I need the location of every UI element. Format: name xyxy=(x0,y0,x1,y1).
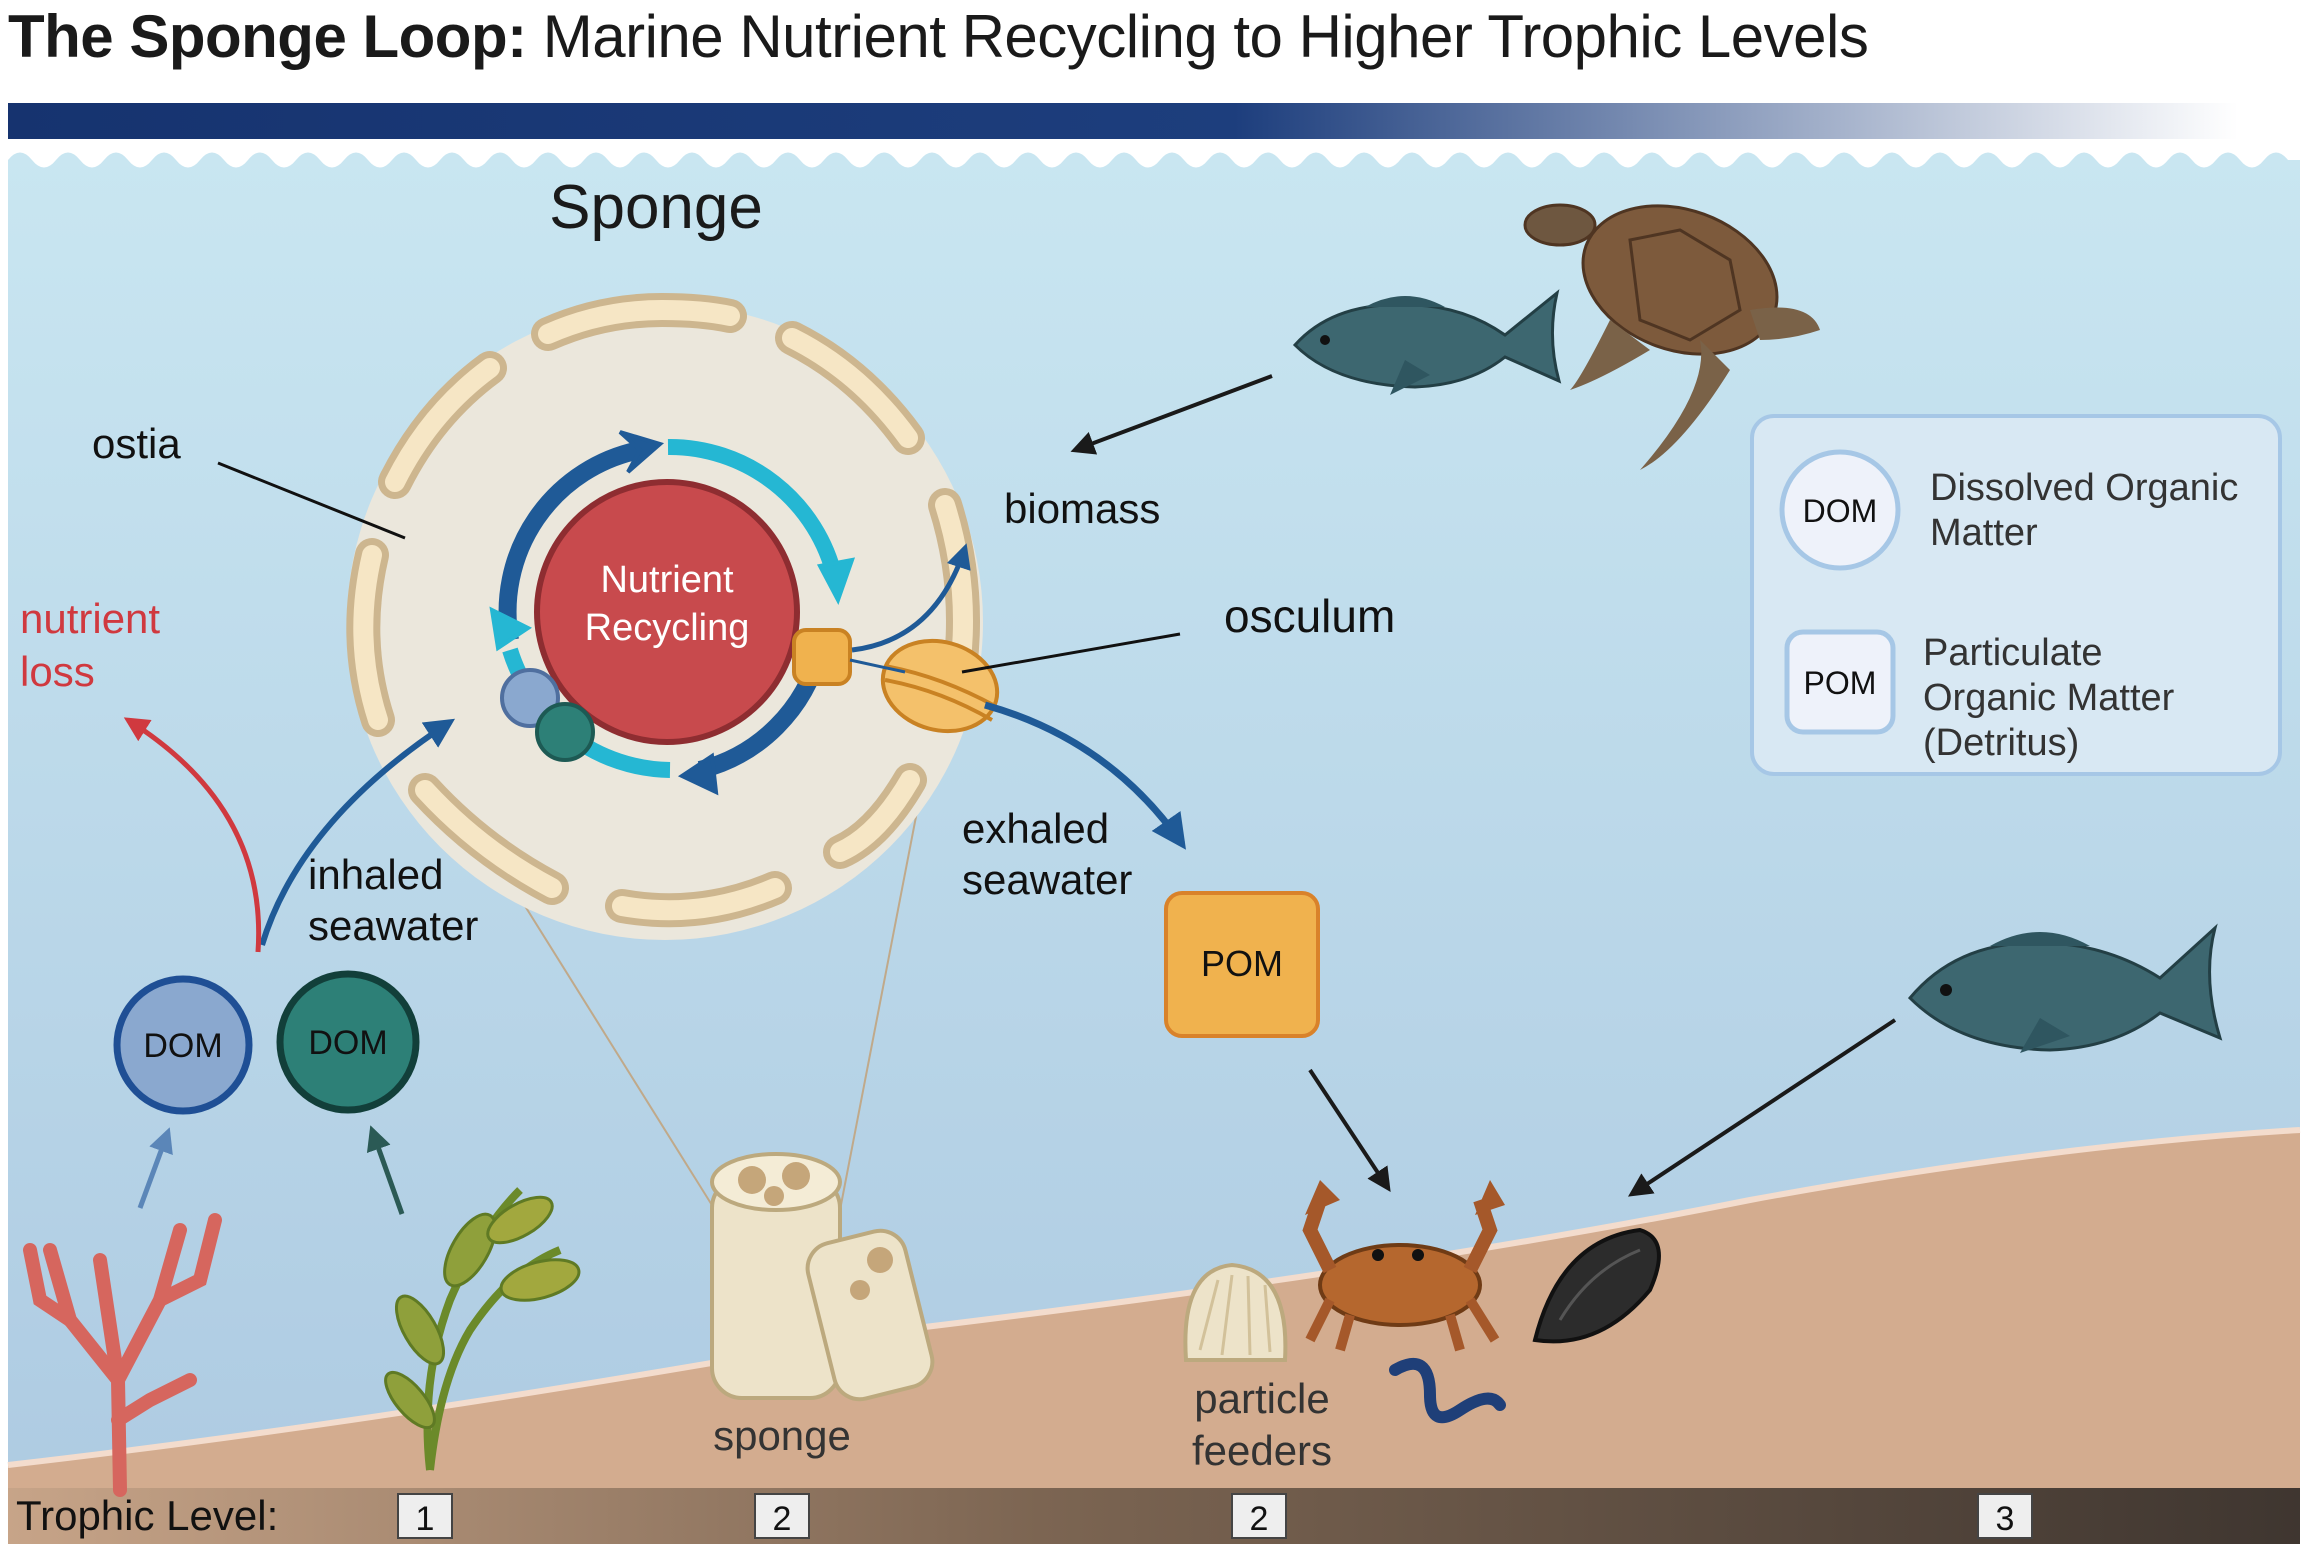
legend-pom-desc-3: (Detritus) xyxy=(1923,722,2079,764)
page-title: The Sponge Loop: Marine Nutrient Recycli… xyxy=(8,2,1869,71)
legend-pom-key: POM xyxy=(1804,665,1877,701)
seafloor-sponge-icon xyxy=(710,1152,935,1402)
legend-dom-symbol xyxy=(1779,449,1901,571)
legend-dom-desc-2: Matter xyxy=(1930,512,2038,554)
osculum-flow-line xyxy=(849,658,906,674)
worm-icon xyxy=(1389,1357,1506,1424)
kelp-to-dom-arrow xyxy=(366,1125,405,1215)
label-ostia: ostia xyxy=(92,420,181,467)
trophic-level-value-1: 1 xyxy=(416,1500,435,1538)
label-sponge-seafloor: sponge xyxy=(713,1412,851,1459)
title-rest: Marine Nutrient Recycling to Higher Trop… xyxy=(526,3,1869,70)
legend-pom-desc-2: Organic Matter xyxy=(1923,677,2175,719)
biomass-export-arrow xyxy=(851,543,971,653)
crab-icon xyxy=(1302,1180,1505,1352)
dom-node-teal xyxy=(276,970,420,1114)
trophic-level-value-2b: 2 xyxy=(1250,1500,1269,1538)
zoom-line-right xyxy=(839,769,926,1211)
legend-dom-desc-1: Dissolved Organic xyxy=(1930,467,2238,509)
legend-pom-desc-1: Particulate xyxy=(1923,632,2103,674)
mussel-icon xyxy=(1532,1227,1661,1344)
coral-icon xyxy=(23,1213,222,1497)
dom-particle-teal xyxy=(535,702,595,762)
trophic-level-box-2a: 2 xyxy=(754,1493,810,1539)
mussel-to-fish-arrow xyxy=(1627,1018,1897,1197)
inhaled-seawater-arrow xyxy=(259,718,456,946)
label-biomass: biomass xyxy=(1004,485,1160,532)
trophic-level-box-1: 1 xyxy=(397,1493,453,1539)
seafloor-sediment xyxy=(8,1130,2300,1495)
header-band xyxy=(8,103,2238,139)
nutrient-recycling-line1: Nutrient xyxy=(600,559,733,601)
label-inhaled-1: inhaled xyxy=(308,851,443,898)
pom-to-crab-arrow xyxy=(1308,1068,1391,1193)
label-nutrient-loss-2: loss xyxy=(20,648,95,695)
trophic-level-value-2a: 2 xyxy=(773,1500,792,1538)
fish-icon xyxy=(1292,289,1562,395)
legend-box: DOM Dissolved Organic Matter POM Particu… xyxy=(1750,414,2282,776)
legend-pom-symbol xyxy=(1784,629,1896,735)
trophic-level-value-3: 3 xyxy=(1996,1500,2015,1538)
coral-to-dom-arrow xyxy=(137,1127,173,1209)
dom-node-blue-label: DOM xyxy=(143,1027,222,1065)
label-nutrient-loss-1: nutrient xyxy=(20,595,160,642)
sponge-heading: Sponge xyxy=(549,173,763,242)
title-bold: The Sponge Loop: xyxy=(8,3,527,70)
label-osculum: osculum xyxy=(1224,590,1395,642)
nutrient-recycling-line2: Recycling xyxy=(585,607,750,649)
label-exhaled-2: seawater xyxy=(962,856,1132,903)
kelp-icon xyxy=(384,1187,581,1471)
label-particle-feeders-1: particle xyxy=(1194,1375,1329,1422)
trophic-level-label: Trophic Level: xyxy=(16,1492,278,1539)
osculum-leader xyxy=(961,632,1181,674)
trophic-level-box-3: 3 xyxy=(1977,1493,2033,1539)
exhaled-seawater-arrow xyxy=(984,701,1186,850)
nutrient-recycling-core xyxy=(534,479,800,745)
dom-node-teal-label: DOM xyxy=(308,1024,387,1062)
legend-dom-key: DOM xyxy=(1803,493,1878,529)
trophic-level-bar xyxy=(8,1488,2300,1544)
zoom-line-left xyxy=(489,849,716,1211)
label-inhaled-2: seawater xyxy=(308,902,478,949)
sea-turtle-icon xyxy=(1523,203,1820,470)
label-exhaled-1: exhaled xyxy=(962,805,1109,852)
pom-particle xyxy=(792,628,852,686)
nutrient-loss-arrow xyxy=(123,717,262,953)
fish-icon-lower xyxy=(1907,923,2223,1053)
ostia-leader xyxy=(217,461,406,540)
pom-node-label: POM xyxy=(1201,943,1283,984)
clam-icon xyxy=(1183,1262,1288,1362)
osculum-pore xyxy=(880,638,1000,734)
dom-node-blue xyxy=(113,975,253,1115)
pom-node xyxy=(1164,891,1320,1038)
trophic-level-box-2b: 2 xyxy=(1231,1493,1287,1539)
biomass-to-fish-arrow xyxy=(1070,374,1273,455)
label-particle-feeders-2: feeders xyxy=(1192,1427,1332,1474)
